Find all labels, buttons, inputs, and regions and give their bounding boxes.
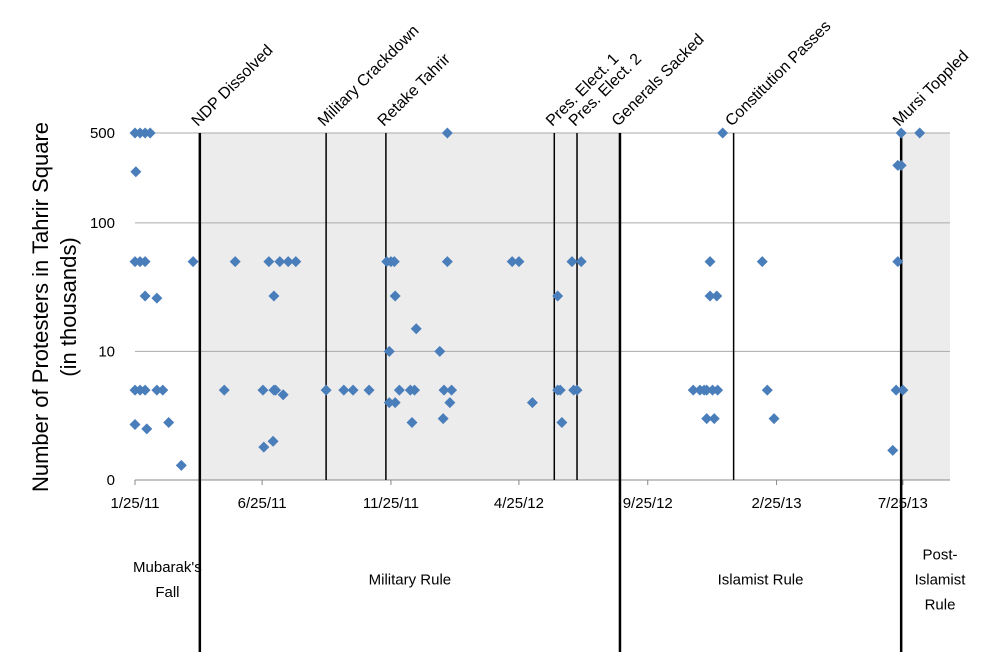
data-point	[444, 397, 456, 409]
data-point	[347, 384, 359, 396]
y-tick-label: 10	[98, 343, 115, 360]
data-point	[268, 290, 280, 302]
data-point	[157, 384, 169, 396]
data-point	[151, 384, 163, 396]
data-point	[761, 384, 773, 396]
event-label: Military Crackdown	[315, 22, 423, 130]
data-point	[290, 256, 302, 268]
y-axis-label: Number of Protesters in Tahrir Square	[28, 122, 53, 492]
data-point	[410, 323, 422, 335]
x-tick-label: 4/25/12	[494, 495, 544, 512]
data-point	[890, 384, 902, 396]
event-label: Constitution Passes	[722, 18, 834, 130]
y-tick-label: 500	[90, 125, 115, 142]
data-point	[892, 256, 904, 268]
period-label: Military Rule	[368, 571, 452, 589]
x-tick-label: 1/25/11	[111, 495, 160, 512]
data-point	[139, 290, 151, 302]
data-point	[687, 384, 699, 396]
data-point	[139, 256, 151, 268]
data-point	[175, 459, 187, 471]
data-point	[406, 417, 418, 429]
data-point	[708, 413, 720, 425]
data-point	[897, 384, 909, 396]
data-point	[704, 256, 716, 268]
data-point	[144, 127, 156, 139]
data-point	[338, 384, 350, 396]
data-point	[438, 384, 450, 396]
x-tick-label: 6/25/11	[238, 495, 287, 512]
data-point	[320, 384, 332, 396]
data-point	[263, 256, 275, 268]
x-tick-label: 9/25/12	[623, 495, 673, 512]
data-point	[554, 384, 566, 396]
data-point	[914, 127, 926, 139]
y-tick-label: 0	[107, 472, 115, 489]
data-point	[437, 413, 449, 425]
data-point	[895, 159, 907, 171]
data-point	[363, 384, 375, 396]
data-point	[446, 384, 458, 396]
data-point	[257, 384, 269, 396]
data-point	[566, 256, 578, 268]
data-point	[506, 256, 518, 268]
data-point	[434, 345, 446, 357]
data-point	[756, 256, 768, 268]
data-point	[389, 290, 401, 302]
data-point	[701, 413, 713, 425]
period-label: Post-Islamist Rule	[914, 546, 966, 614]
data-point	[389, 397, 401, 409]
data-point	[575, 256, 587, 268]
data-point	[151, 292, 163, 304]
period-band	[901, 133, 950, 480]
data-point	[229, 256, 241, 268]
data-point	[130, 166, 142, 178]
data-point	[887, 444, 899, 456]
event-label: NDP Dissolved	[189, 42, 277, 130]
y-axis-label: (in thousands)	[56, 237, 81, 376]
data-point	[383, 345, 395, 357]
data-point	[139, 384, 151, 396]
data-point	[441, 127, 453, 139]
data-point	[141, 423, 153, 435]
event-label: Mursi Toppled	[890, 48, 972, 130]
data-point	[187, 256, 199, 268]
x-tick-label: 11/25/11	[363, 495, 419, 512]
data-point	[768, 413, 780, 425]
period-label: Islamist Rule	[717, 571, 804, 589]
data-point	[712, 384, 724, 396]
data-point	[129, 419, 141, 431]
period-label: Mubarak's Fall	[133, 559, 202, 601]
data-point	[704, 290, 716, 302]
period-band	[199, 133, 620, 480]
data-point	[282, 256, 294, 268]
data-point	[388, 256, 400, 268]
data-point	[571, 384, 583, 396]
data-point	[701, 384, 713, 396]
data-point	[552, 290, 564, 302]
data-point	[513, 256, 525, 268]
y-tick-label: 100	[90, 215, 115, 232]
data-point	[393, 384, 405, 396]
data-point	[526, 397, 538, 409]
data-point	[556, 417, 568, 429]
data-point	[270, 384, 282, 396]
x-tick-label: 7/25/13	[878, 495, 928, 512]
data-point	[383, 397, 395, 409]
data-point	[258, 441, 270, 453]
data-point	[267, 435, 279, 447]
data-point	[274, 256, 286, 268]
data-point	[163, 417, 175, 429]
data-point	[441, 256, 453, 268]
data-point	[711, 290, 723, 302]
data-point	[409, 384, 421, 396]
data-point	[218, 384, 230, 396]
x-tick-label: 2/25/13	[752, 495, 802, 512]
data-point	[895, 127, 907, 139]
data-point	[277, 389, 289, 401]
data-point	[717, 127, 729, 139]
